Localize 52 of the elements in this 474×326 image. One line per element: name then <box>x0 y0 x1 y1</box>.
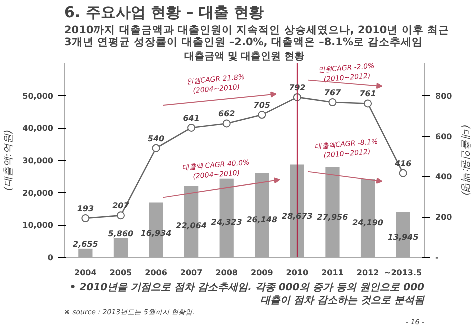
y-tick-label: 10,000 <box>22 221 54 230</box>
y-tick-label: 0 <box>48 254 54 262</box>
x-tick-label: 2004 <box>74 268 98 278</box>
chart-subtitle: 2010까지 대출금액과 대출인원이 지속적인 상승세였으나, 2010년 이후 최근 3개년 연평균 성장률이 대출인원 –2.0%, 대출액은 –8.1%로 감소추세임 <box>64 24 450 48</box>
x-tick-label: 2007 <box>180 268 203 278</box>
data-label: 27,956 <box>317 212 349 222</box>
x-tick-label: 2006 <box>145 268 168 278</box>
x-tick-label: 2010 <box>286 268 310 278</box>
point <box>364 100 372 108</box>
data-label: 5,860 <box>108 230 134 239</box>
y2-tick-label: 200 <box>436 213 453 222</box>
point <box>399 169 408 178</box>
y2-tick-label: 600 <box>436 132 453 142</box>
y-tick-label: 40,000 <box>22 124 54 134</box>
data-label: 705 <box>254 101 271 110</box>
data-label: 13,945 <box>388 233 420 242</box>
x-tick-label: 2009 <box>251 268 274 278</box>
point <box>258 111 266 120</box>
x-tick-label: ~2013.5 <box>384 268 423 278</box>
y2-tick-label: - <box>436 254 439 262</box>
data-label: 2,655 <box>73 240 99 249</box>
y2-axis-title: (대출인원:백명) <box>460 124 472 196</box>
x-tick-label: 2005 <box>110 268 133 278</box>
point <box>188 124 196 132</box>
data-label: 767 <box>324 88 342 98</box>
data-label: 22,064 <box>176 221 208 230</box>
y2-tick-label: 400 <box>436 172 453 182</box>
y2-tick-label: 800 <box>436 92 453 101</box>
x-tick-label: 2008 <box>216 268 238 278</box>
data-label: 540 <box>148 134 166 144</box>
x-axis-title: 대출금액 및 대출인원 현황 <box>184 52 305 62</box>
data-label: 24,323 <box>211 218 243 228</box>
data-label: 26,148 <box>246 215 278 224</box>
data-label: 761 <box>360 90 376 99</box>
point <box>152 144 160 152</box>
y-tick-label: 30,000 <box>22 156 54 166</box>
y-axis-title: (대출액:억원) <box>4 130 15 192</box>
y-tick-label: 20,000 <box>22 188 54 198</box>
point <box>82 214 90 222</box>
point <box>222 120 231 128</box>
chart-title: 6. 주요사업 현황 – 대출 현황 <box>64 4 264 22</box>
point <box>328 98 337 106</box>
data-label: 662 <box>218 110 236 119</box>
data-label: 24,190 <box>352 218 384 228</box>
data-label: 193 <box>77 204 94 214</box>
x-tick-label: 2011 <box>322 268 344 278</box>
y-tick-label: 50,000 <box>22 92 54 101</box>
x-tick-label: 2012 <box>356 268 380 278</box>
data-label: 641 <box>183 114 200 123</box>
data-label: 16,934 <box>140 228 172 238</box>
point <box>116 212 125 220</box>
text: • 2010년을 기점으로 점차 감소추세임. 각종 000의 증가 등의 원인으로 000 대출이 점차 감소하는 것으로 분석됨 <box>70 282 426 306</box>
